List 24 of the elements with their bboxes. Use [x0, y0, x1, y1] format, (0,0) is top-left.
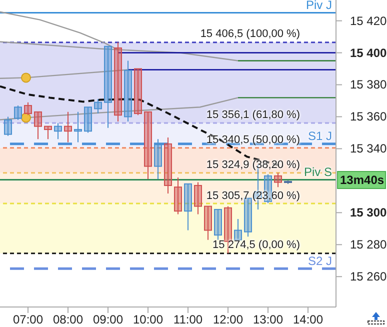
ref-line-label: 15 305,7 (23,60 %)	[206, 188, 300, 203]
x-tick-label: 14:00	[292, 312, 324, 327]
ref-line-label: 15 356,1 (61,80 %)	[206, 108, 300, 122]
y-tick-label: 15 260	[350, 270, 387, 284]
y-tick-label: 15 380	[350, 78, 387, 92]
x-tick-label: 09:00	[92, 312, 124, 327]
ref-line-label: S2 J	[308, 254, 332, 268]
y-tick-label: 15 400	[350, 46, 387, 60]
y-tick-label: 15 420	[350, 14, 387, 28]
y-tick-label: 15 360	[350, 110, 387, 124]
y-tick-label: 15 300	[350, 206, 387, 220]
x-tick-label: 07:00	[12, 312, 44, 327]
ref-line-label: S1 J	[308, 128, 332, 143]
x-tick-label: 13:00	[252, 312, 284, 327]
text: 13m40s	[337, 171, 386, 189]
y-tick-label: 15 340	[350, 142, 387, 156]
ref-line-label: 15 406,5 (100,00 %)	[200, 27, 300, 42]
ref-line-label: Piv J	[306, 0, 332, 12]
x-tick-label: 10:00	[132, 312, 164, 327]
x-tick-label: 11:00	[173, 312, 203, 327]
x-tick-label: 08:00	[52, 312, 84, 327]
y-tick-label: 15 280	[350, 238, 387, 252]
ref-line-label: 15 274,5 (0,00 %)	[212, 238, 300, 252]
x-tick-label: 12:00	[212, 312, 244, 327]
